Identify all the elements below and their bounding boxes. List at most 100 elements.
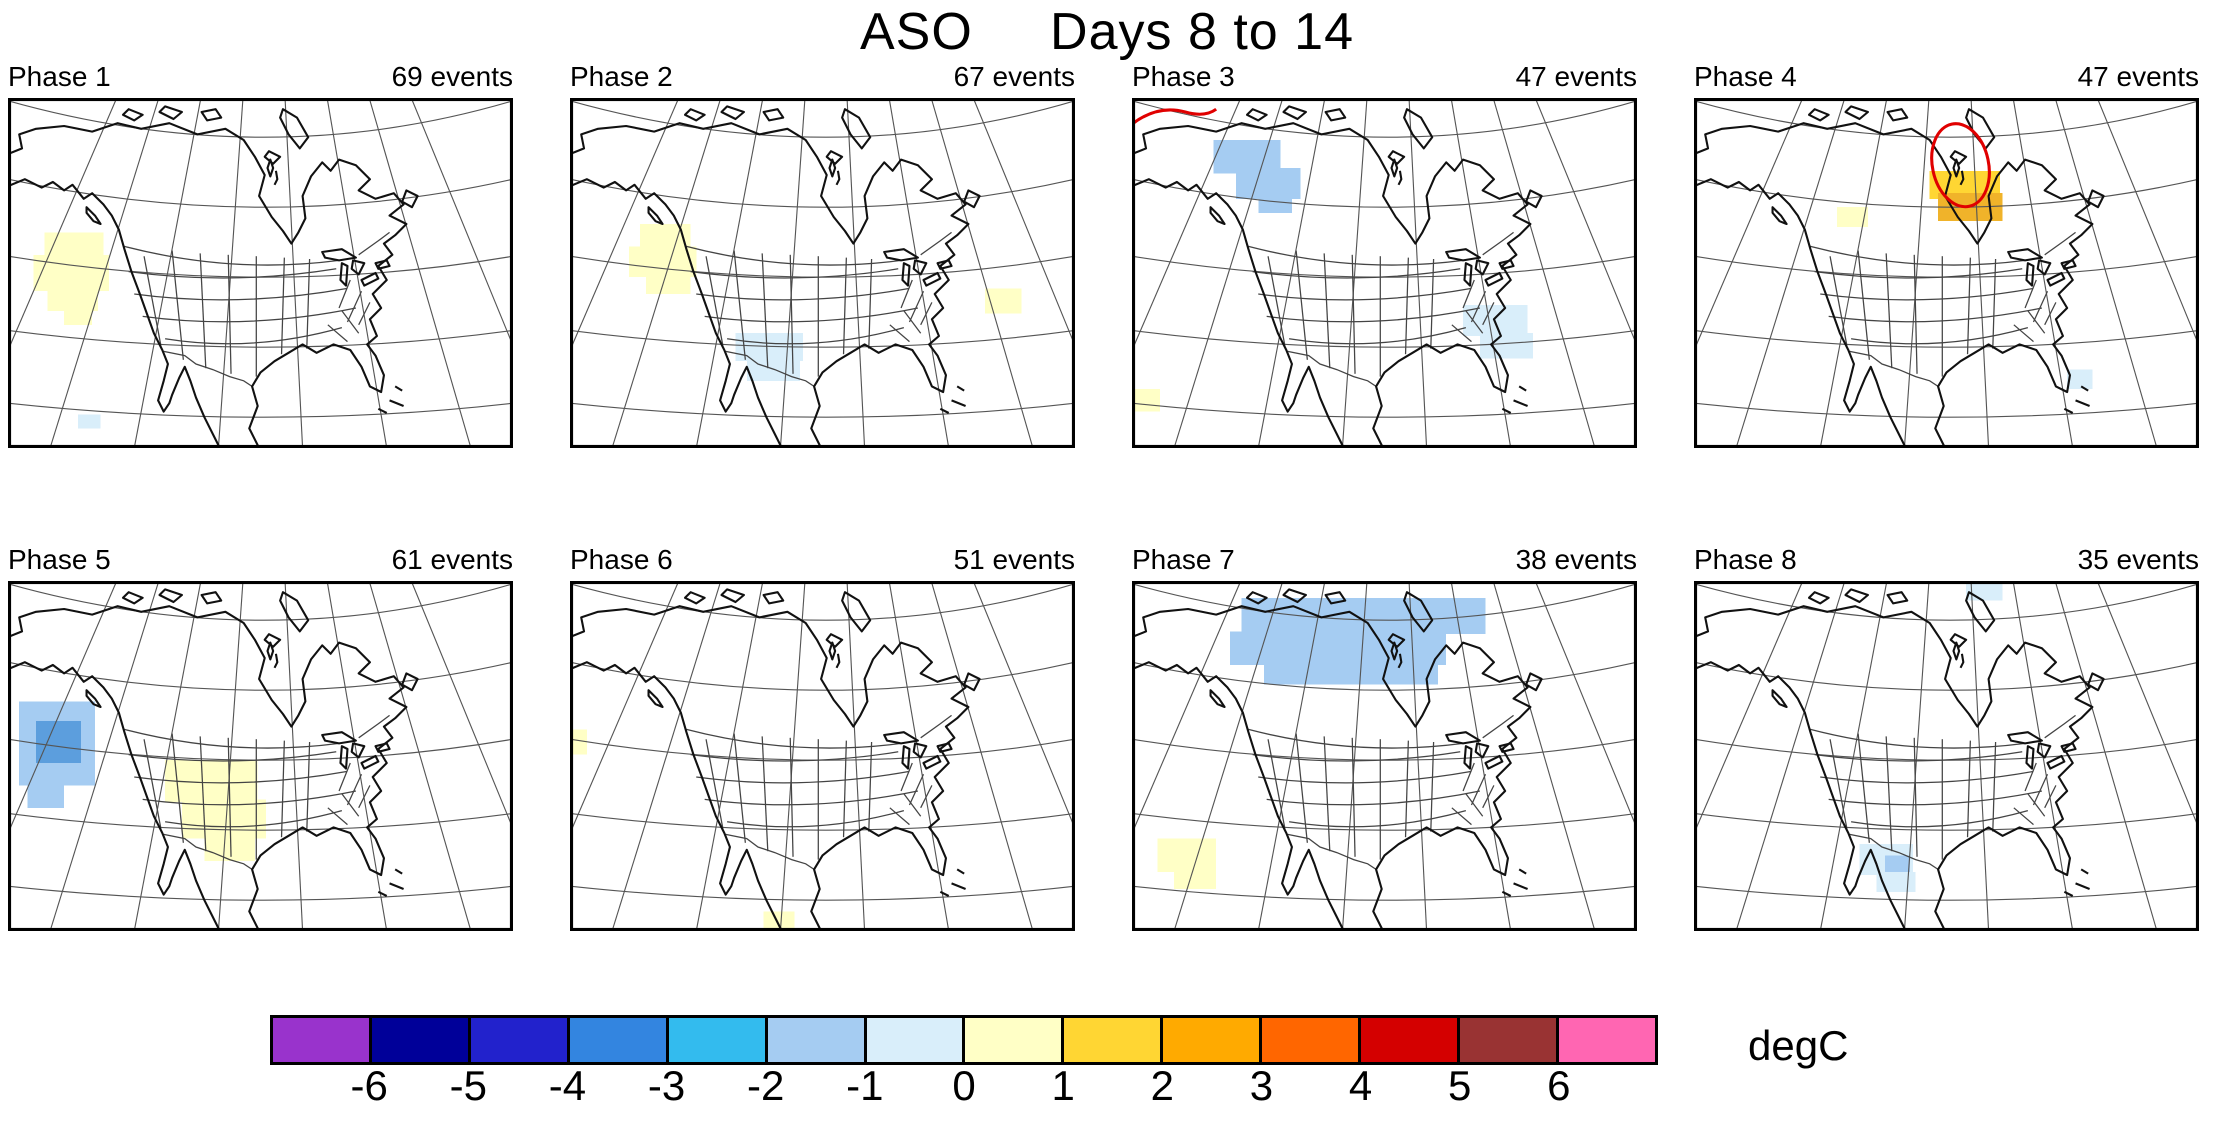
panel-events-count: 67 events <box>953 61 1075 92</box>
panels-grid: Phase 1 69 events Phase 2 67 events Phase 3 4… <box>8 62 2199 931</box>
state-borders <box>1810 231 2076 387</box>
colorbar <box>270 1015 1658 1065</box>
map-panel-phase-3: Phase 3 47 events <box>1132 62 1637 448</box>
state-borders <box>1248 231 1514 387</box>
panel-events-count: 35 events <box>2077 544 2199 575</box>
map-border <box>8 581 513 931</box>
panel-phase-label: Phase 6 <box>570 544 673 575</box>
panel-phase-label: Phase 2 <box>570 61 673 92</box>
panel-events-count: 61 events <box>391 544 513 575</box>
panel-phase-label: Phase 1 <box>8 61 111 92</box>
map-panel-phase-6: Phase 6 51 events <box>570 545 1075 931</box>
panel-header: Phase 5 61 events <box>8 545 513 575</box>
map-border <box>1132 98 1637 448</box>
state-borders <box>124 714 390 870</box>
panel-header: Phase 2 67 events <box>570 62 1075 92</box>
map-border <box>570 98 1075 448</box>
state-borders <box>124 231 390 387</box>
colorbar-ticks: -6 -5 -4 -3 -2 -1 0 1 2 3 4 5 6 <box>270 1062 1658 1112</box>
map-panel-phase-5: Phase 5 61 events <box>8 545 513 931</box>
colorbar-segment-1 <box>371 1018 471 1062</box>
anomaly-patches <box>19 701 267 861</box>
anomaly-patches <box>1132 140 1534 412</box>
colorbar-tick-label: 1 <box>1051 1062 1075 1109</box>
map-panel-phase-7: Phase 7 38 events <box>1132 545 1637 931</box>
coastline <box>8 588 419 931</box>
panel-events-count: 51 events <box>953 544 1075 575</box>
map-phase-8 <box>1694 581 2199 931</box>
colorbar-segment-8 <box>1064 1018 1164 1062</box>
panel-header: Phase 4 47 events <box>1694 62 2199 92</box>
panel-phase-label: Phase 8 <box>1694 544 1797 575</box>
colorbar-segment-6 <box>866 1018 966 1062</box>
colorbar-tick-label: 4 <box>1348 1062 1373 1109</box>
coastline <box>1132 105 1543 448</box>
colorbar-segment-10 <box>1262 1018 1362 1062</box>
panel-header: Phase 8 35 events <box>1694 545 2199 575</box>
map-phase-5 <box>8 581 513 931</box>
panel-events-count: 69 events <box>391 61 513 92</box>
map-phase-3 <box>1132 98 1637 448</box>
colorbar-segment-12 <box>1460 1018 1559 1062</box>
map-border <box>570 581 1075 931</box>
map-phase-7 <box>1132 581 1637 931</box>
map-phase-4 <box>1694 98 2199 448</box>
coastline <box>1132 588 1543 931</box>
panel-phase-label: Phase 7 <box>1132 544 1235 575</box>
colorbar-tick-label: 3 <box>1249 1062 1274 1109</box>
anomaly-patches <box>1837 170 2093 390</box>
colorbar-tick-label: 6 <box>1547 1062 1571 1109</box>
state-borders <box>686 231 952 387</box>
red-contour-annotation <box>1132 107 1218 127</box>
colorbar-segment-13 <box>1558 1018 1655 1062</box>
coastline <box>1694 105 2105 448</box>
map-phase-6 <box>570 581 1075 931</box>
colorbar-segment-5 <box>767 1018 867 1062</box>
colorbar-tick-label: -1 <box>846 1062 884 1109</box>
panel-header: Phase 7 38 events <box>1132 545 1637 575</box>
map-border <box>1694 98 2199 448</box>
coastline <box>570 588 981 931</box>
state-borders <box>1248 714 1514 870</box>
panel-header: Phase 3 47 events <box>1132 62 1637 92</box>
figure-title: ASO Days 8 to 14 <box>860 3 1354 61</box>
panel-phase-label: Phase 5 <box>8 544 111 575</box>
state-borders <box>1810 714 2076 870</box>
map-border <box>8 98 513 448</box>
colorbar-segment-11 <box>1361 1018 1461 1062</box>
map-panel-phase-8: Phase 8 35 events <box>1694 545 2199 931</box>
anomaly-patches <box>1859 583 2003 892</box>
anomaly-patches <box>570 729 795 929</box>
coastline <box>1694 588 2105 931</box>
colorbar-tick-label: -2 <box>747 1062 785 1109</box>
colorbar-tick-label: -6 <box>350 1062 388 1109</box>
colorbar-segment-9 <box>1163 1018 1263 1062</box>
graticule <box>1694 581 2199 931</box>
colorbar-tick-label: 2 <box>1150 1062 1174 1109</box>
map-phase-2 <box>570 98 1075 448</box>
colorbar-segment-2 <box>470 1018 570 1062</box>
state-borders <box>686 714 952 870</box>
colorbar-tick-label: -3 <box>647 1062 686 1109</box>
map-panel-phase-4: Phase 4 47 events <box>1694 62 2199 448</box>
colorbar-segment-0 <box>273 1018 372 1062</box>
anomaly-patches <box>33 232 109 429</box>
panel-phase-label: Phase 3 <box>1132 61 1235 92</box>
graticule <box>1132 98 1637 448</box>
panel-header: Phase 6 51 events <box>570 545 1075 575</box>
map-border <box>1132 581 1637 931</box>
panel-events-count: 38 events <box>1515 544 1637 575</box>
red-ellipse-annotation <box>1930 122 1991 209</box>
panel-header: Phase 1 69 events <box>8 62 513 92</box>
anomaly-patches <box>1157 597 1486 889</box>
colorbar-segment-4 <box>668 1018 768 1062</box>
colorbar-tick-label: -4 <box>548 1062 587 1109</box>
panel-phase-label: Phase 4 <box>1694 61 1797 92</box>
coastline <box>570 105 981 448</box>
units-label: degC <box>1748 1022 1849 1069</box>
map-panel-phase-2: Phase 2 67 events <box>570 62 1075 448</box>
colorbar-tick-label: -5 <box>449 1062 487 1109</box>
colorbar-segment-3 <box>569 1018 669 1062</box>
panel-events-count: 47 events <box>1515 61 1637 92</box>
colorbar-tick-label: 5 <box>1448 1062 1472 1109</box>
